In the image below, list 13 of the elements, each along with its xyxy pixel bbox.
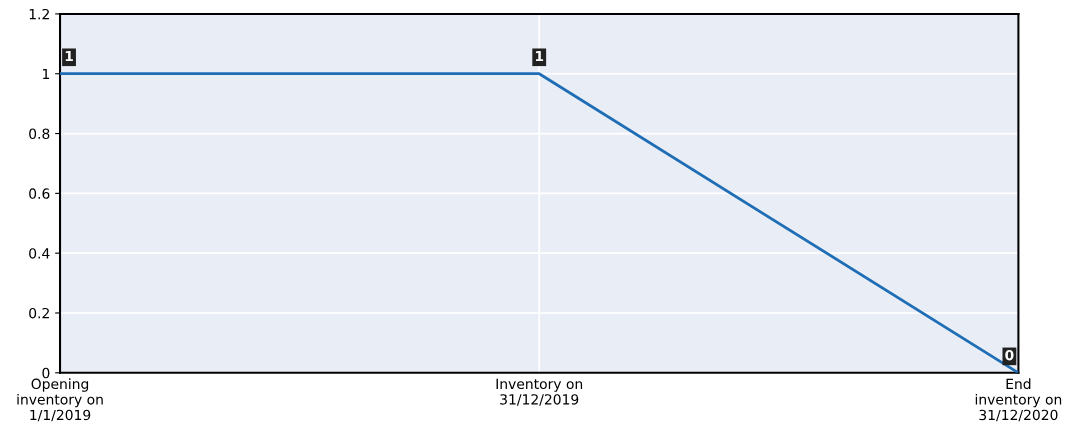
- y-tick-label: 1.2: [29, 8, 49, 20]
- y-tick-label: 0.4: [29, 248, 50, 259]
- y-tick-label: 1: [43, 68, 50, 80]
- y-tick-label: 0.6: [29, 188, 50, 199]
- data-label: 1: [535, 51, 544, 62]
- data-label: 1: [65, 51, 73, 62]
- y-tick-label: 0: [42, 367, 50, 379]
- y-tick-label: 0.2: [29, 307, 49, 319]
- x-tick-label: End inventory on 31/12/2020: [975, 378, 1062, 422]
- x-tick-label: Inventory on 31/12/2019: [496, 378, 583, 406]
- data-label: 0: [1005, 349, 1014, 361]
- y-tick-label: 0.8: [29, 128, 50, 140]
- x-tick-label: Opening inventory on 1/1/2019: [17, 378, 103, 422]
